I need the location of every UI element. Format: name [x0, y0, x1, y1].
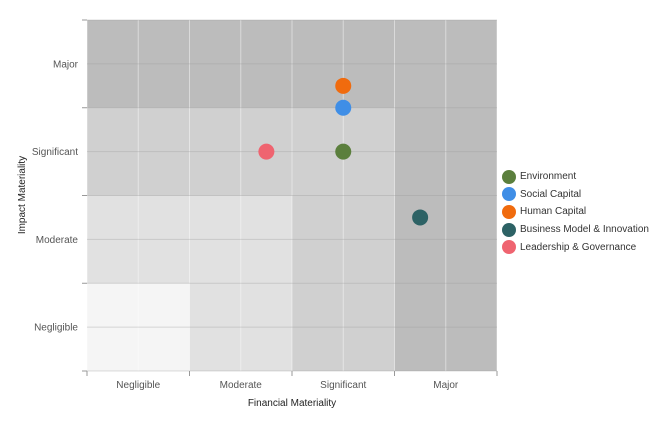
legend-label: Leadership & Governance — [520, 241, 637, 253]
y-tick-label: Negligible — [34, 323, 78, 334]
x-tick-label: Negligible — [116, 380, 160, 391]
y-tick-label: Moderate — [36, 235, 79, 246]
y-tick-label: Significant — [32, 147, 78, 158]
points-layer — [258, 77, 429, 226]
legend-swatch — [502, 169, 516, 184]
legend-label: Business Model & Innovation — [520, 224, 649, 236]
data-point[interactable] — [335, 143, 352, 160]
chart-legend: Environment Social Capital Human Capital Bu… — [502, 168, 650, 256]
legend-item[interactable]: Environment — [502, 168, 650, 186]
y-axis-title: Impact Materiality — [17, 156, 28, 234]
x-tick-label: Major — [433, 380, 459, 391]
legend-item[interactable]: Human Capital — [502, 203, 650, 221]
data-point[interactable] — [258, 143, 275, 160]
legend-item[interactable]: Business Model & Innovation — [502, 221, 650, 239]
y-tick-label: Major — [53, 59, 79, 70]
data-point[interactable] — [335, 99, 352, 116]
legend-swatch — [502, 187, 516, 202]
legend-swatch — [502, 240, 516, 255]
x-tick-label: Moderate — [220, 380, 263, 391]
data-point[interactable] — [412, 209, 429, 226]
legend-swatch — [502, 204, 516, 219]
legend-swatch — [502, 222, 516, 237]
x-axis-title: Financial Materiality — [248, 398, 336, 409]
legend-label: Social Capital — [520, 188, 582, 200]
legend-label: Environment — [520, 171, 577, 183]
x-tick-label: Significant — [320, 380, 366, 391]
legend-item[interactable]: Leadership & Governance — [502, 238, 650, 256]
zone-level-1 — [87, 283, 190, 371]
legend-item[interactable]: Social Capital — [502, 186, 650, 204]
data-point[interactable] — [335, 77, 352, 94]
axis-layer: Negligible Moderate Significant Major Neglig… — [32, 19, 498, 391]
legend-label: Human Capital — [520, 206, 587, 218]
